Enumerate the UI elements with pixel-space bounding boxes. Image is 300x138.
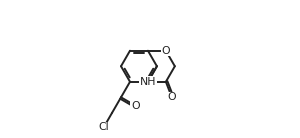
Text: O: O bbox=[131, 101, 140, 111]
Text: NH: NH bbox=[140, 77, 156, 87]
Text: Cl: Cl bbox=[98, 122, 109, 132]
Text: O: O bbox=[162, 46, 170, 56]
Text: O: O bbox=[167, 92, 176, 102]
